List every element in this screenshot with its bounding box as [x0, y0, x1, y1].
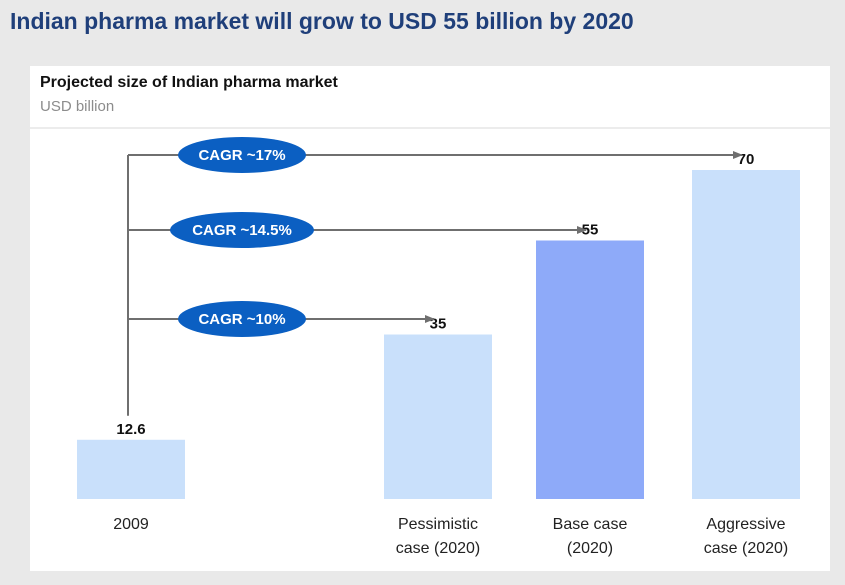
- category-label-2-1: (2020): [567, 540, 613, 557]
- chart-title: Projected size of Indian pharma market: [40, 74, 338, 91]
- cagr-label-2: CAGR ~10%: [198, 311, 285, 328]
- cagr-oval-0: [178, 137, 306, 173]
- title-divider: [30, 127, 830, 129]
- bar-1: [384, 334, 492, 499]
- category-label-1-1: case (2020): [396, 540, 481, 557]
- category-label-0-0: 2009: [113, 516, 149, 533]
- bar-0: [77, 439, 185, 499]
- category-label-3-1: case (2020): [704, 540, 789, 557]
- value-label-2: 55: [582, 222, 599, 239]
- cagr-label-1: CAGR ~14.5%: [192, 222, 292, 239]
- category-label-3-0: Aggressive: [706, 516, 785, 533]
- bar-3: [692, 170, 800, 499]
- bar-2: [536, 240, 644, 499]
- value-label-0: 12.6: [116, 421, 145, 438]
- category-label-1-0: Pessimistic: [398, 516, 478, 533]
- headline: Indian pharma market will grow to USD 55…: [10, 8, 634, 34]
- category-label-2-0: Base case: [553, 516, 628, 533]
- cagr-label-0: CAGR ~17%: [198, 147, 285, 164]
- value-label-3: 70: [738, 151, 755, 168]
- cagr-oval-2: [178, 301, 306, 337]
- chart-subtitle: USD billion: [40, 98, 115, 115]
- cagr-oval-1: [170, 212, 314, 248]
- chart-panel: Projected size of Indian pharma market U…: [30, 66, 830, 571]
